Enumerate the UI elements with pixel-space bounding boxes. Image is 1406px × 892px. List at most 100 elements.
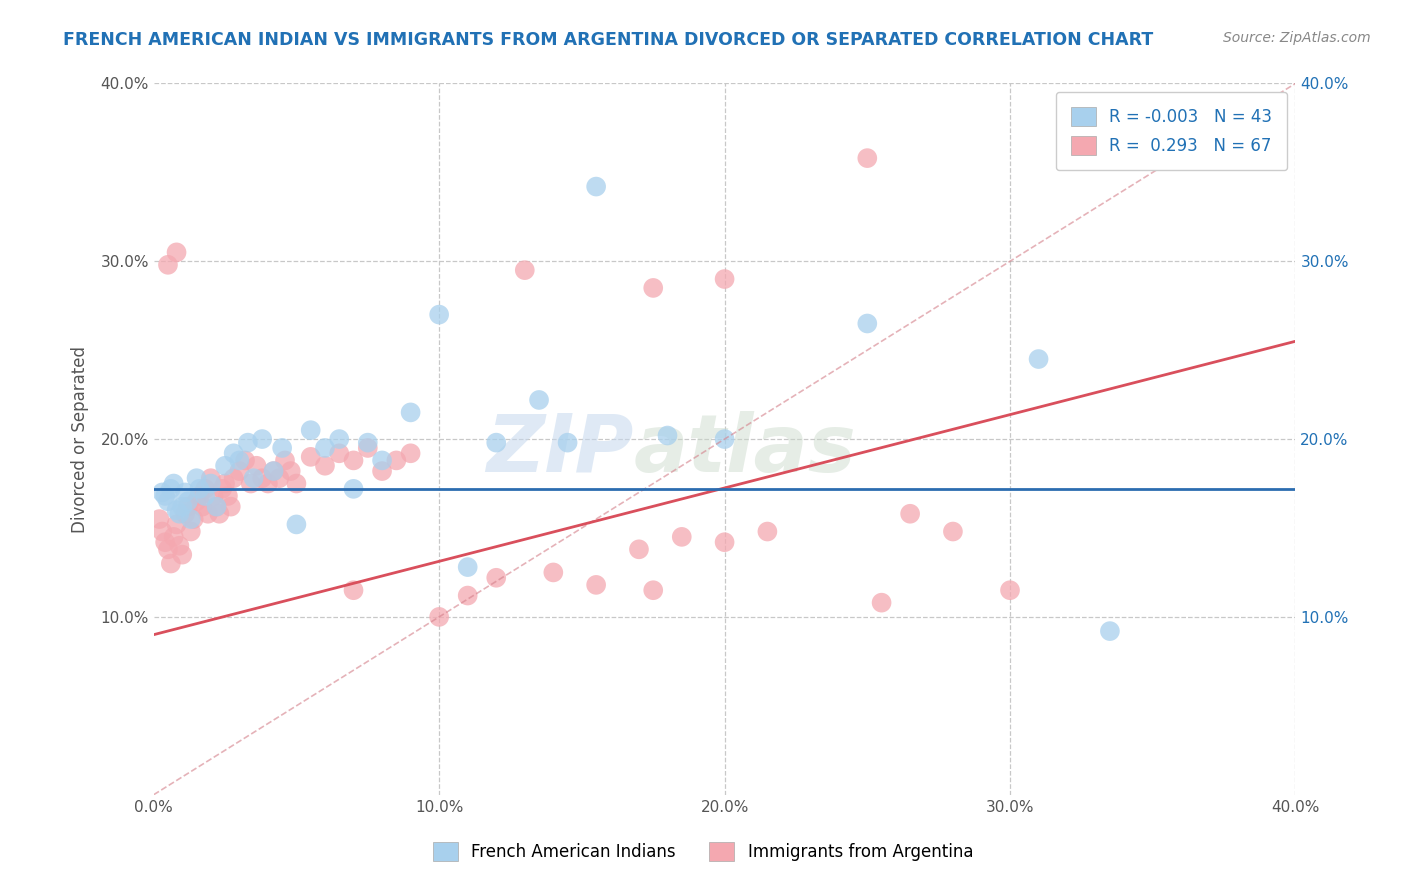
Point bbox=[177, 494, 200, 508]
Point bbox=[457, 560, 479, 574]
Point bbox=[485, 571, 508, 585]
Point bbox=[183, 512, 205, 526]
Point bbox=[285, 517, 308, 532]
Point bbox=[870, 596, 893, 610]
Point bbox=[169, 539, 191, 553]
Text: FRENCH AMERICAN INDIAN VS IMMIGRANTS FROM ARGENTINA DIVORCED OR SEPARATED CORREL: FRENCH AMERICAN INDIAN VS IMMIGRANTS FRO… bbox=[63, 31, 1153, 49]
Point bbox=[172, 500, 194, 514]
Point bbox=[163, 530, 186, 544]
Point bbox=[557, 435, 579, 450]
Point bbox=[163, 476, 186, 491]
Point bbox=[527, 392, 550, 407]
Point bbox=[228, 453, 250, 467]
Point bbox=[856, 151, 879, 165]
Point bbox=[274, 453, 297, 467]
Text: ZIP: ZIP bbox=[486, 410, 633, 489]
Point bbox=[194, 489, 217, 503]
Point bbox=[180, 512, 202, 526]
Point bbox=[357, 435, 380, 450]
Point bbox=[257, 476, 280, 491]
Point bbox=[399, 446, 422, 460]
Point bbox=[222, 471, 245, 485]
Point bbox=[217, 489, 239, 503]
Point bbox=[208, 507, 231, 521]
Point bbox=[328, 446, 350, 460]
Point bbox=[188, 482, 211, 496]
Point bbox=[627, 542, 650, 557]
Legend: French American Indians, Immigrants from Argentina: French American Indians, Immigrants from… bbox=[419, 829, 987, 875]
Point bbox=[856, 317, 879, 331]
Point bbox=[150, 485, 173, 500]
Point bbox=[177, 500, 200, 514]
Point bbox=[299, 450, 322, 464]
Point bbox=[169, 507, 191, 521]
Point bbox=[186, 471, 208, 485]
Point bbox=[156, 258, 179, 272]
Point bbox=[156, 542, 179, 557]
Point bbox=[174, 507, 197, 521]
Point bbox=[219, 500, 242, 514]
Point bbox=[342, 583, 364, 598]
Point bbox=[671, 530, 693, 544]
Point bbox=[250, 432, 273, 446]
Point bbox=[427, 308, 450, 322]
Point bbox=[942, 524, 965, 539]
Point bbox=[643, 583, 665, 598]
Point bbox=[166, 517, 188, 532]
Point bbox=[186, 494, 208, 508]
Point bbox=[160, 557, 183, 571]
Point bbox=[236, 435, 259, 450]
Point bbox=[271, 441, 294, 455]
Point bbox=[713, 272, 735, 286]
Point bbox=[153, 489, 176, 503]
Point bbox=[585, 578, 607, 592]
Point bbox=[228, 464, 250, 478]
Point bbox=[148, 512, 170, 526]
Point bbox=[328, 432, 350, 446]
Point bbox=[263, 464, 285, 478]
Point bbox=[485, 435, 508, 450]
Point bbox=[191, 500, 214, 514]
Point bbox=[150, 524, 173, 539]
Point bbox=[543, 566, 565, 580]
Point bbox=[314, 441, 336, 455]
Point bbox=[205, 500, 228, 514]
Point bbox=[172, 548, 194, 562]
Point bbox=[371, 453, 394, 467]
Point bbox=[245, 458, 267, 473]
Point bbox=[202, 489, 225, 503]
Point bbox=[299, 423, 322, 437]
Point bbox=[385, 453, 408, 467]
Point bbox=[197, 507, 219, 521]
Point bbox=[200, 476, 222, 491]
Point bbox=[713, 535, 735, 549]
Point bbox=[998, 583, 1021, 598]
Point bbox=[285, 476, 308, 491]
Point bbox=[153, 535, 176, 549]
Point bbox=[166, 503, 188, 517]
Point bbox=[214, 476, 236, 491]
Point bbox=[222, 446, 245, 460]
Point bbox=[166, 245, 188, 260]
Point bbox=[156, 494, 179, 508]
Point bbox=[427, 610, 450, 624]
Point bbox=[399, 405, 422, 419]
Point bbox=[211, 482, 233, 496]
Text: atlas: atlas bbox=[633, 410, 856, 489]
Legend: R = -0.003   N = 43, R =  0.293   N = 67: R = -0.003 N = 43, R = 0.293 N = 67 bbox=[1056, 92, 1286, 170]
Point bbox=[457, 589, 479, 603]
Point bbox=[357, 441, 380, 455]
Point bbox=[513, 263, 536, 277]
Point bbox=[174, 485, 197, 500]
Point bbox=[233, 453, 256, 467]
Point bbox=[239, 476, 262, 491]
Point bbox=[269, 471, 291, 485]
Point bbox=[371, 464, 394, 478]
Point bbox=[314, 458, 336, 473]
Point bbox=[242, 471, 264, 485]
Point bbox=[756, 524, 779, 539]
Point bbox=[898, 507, 921, 521]
Y-axis label: Divorced or Separated: Divorced or Separated bbox=[72, 345, 89, 533]
Point bbox=[585, 179, 607, 194]
Point bbox=[180, 524, 202, 539]
